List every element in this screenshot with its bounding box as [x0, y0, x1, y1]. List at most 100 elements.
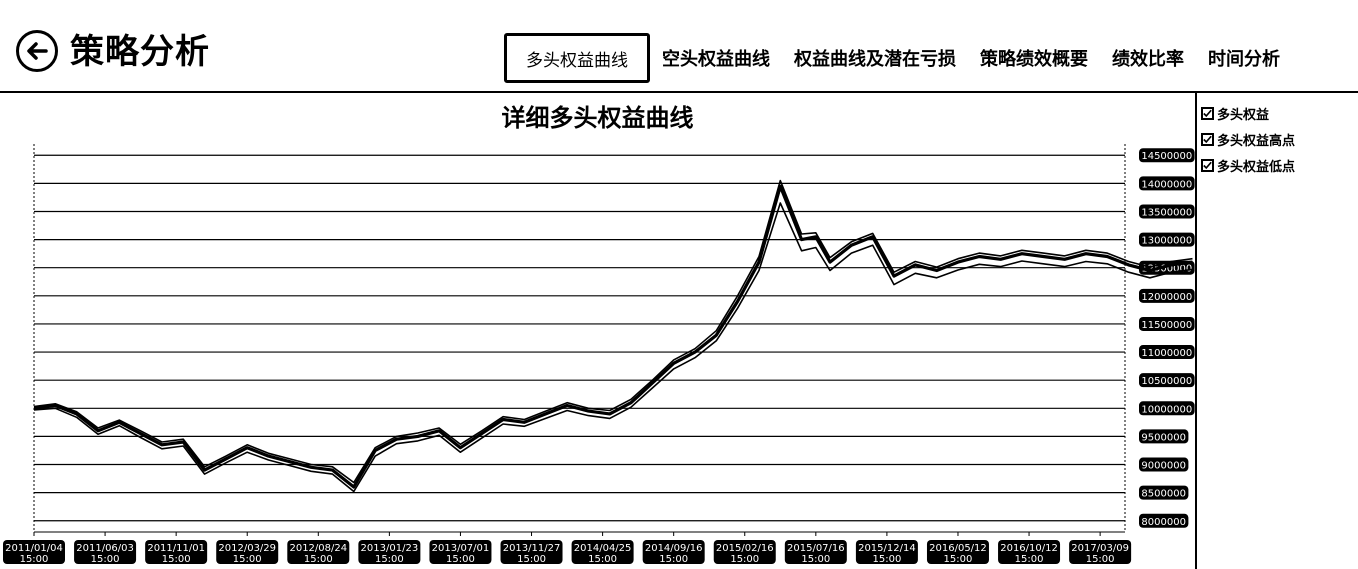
x-tick-label-time: 15:00 — [517, 554, 546, 565]
tab-long-equity-curve[interactable]: 多头权益曲线 — [504, 33, 650, 83]
y-tick-label-bg — [1139, 148, 1195, 163]
x-tick-label-date: 2015/12/14 — [858, 543, 916, 554]
x-tick-label-time: 15:00 — [20, 554, 49, 565]
y-tick-label: 10000000 — [1141, 404, 1192, 415]
y-tick-label: 8500000 — [1141, 489, 1186, 500]
y-tick-label-bg — [1139, 513, 1189, 528]
series-line-0 — [33, 184, 1193, 489]
y-tick-label-bg — [1139, 232, 1195, 247]
tab-bar: 多头权益曲线 空头权益曲线 权益曲线及潜在亏损 策略绩效概要 绩效比率 时间分析 — [504, 32, 1292, 84]
x-tick-label-time: 15:00 — [801, 554, 830, 565]
x-tick-label-time: 15:00 — [944, 554, 973, 565]
x-tick-label-time: 15:00 — [588, 554, 617, 565]
y-tick-label: 8000000 — [1141, 517, 1186, 528]
x-tick-label-time: 15:00 — [91, 554, 120, 565]
x-tick-label-bg — [429, 540, 492, 564]
y-tick-label: 9500000 — [1141, 432, 1186, 443]
x-tick-label-bg — [926, 540, 989, 564]
x-tick-label-date: 2013/07/01 — [432, 543, 490, 554]
x-tick-label-time: 15:00 — [304, 554, 333, 565]
x-tick-label-date: 2017/03/09 — [1071, 543, 1129, 554]
chart-title: 详细多头权益曲线 — [501, 104, 694, 132]
legend-label: 多头权益低点 — [1217, 159, 1296, 175]
y-tick-label: 9000000 — [1141, 461, 1186, 472]
x-tick-label-time: 15:00 — [375, 554, 404, 565]
y-tick-label: 14500000 — [1141, 151, 1192, 162]
series-line-2 — [33, 202, 1193, 493]
page-title: 策略分析 — [70, 32, 210, 72]
y-tick-label: 13000000 — [1141, 236, 1192, 247]
legend-item-long-equity[interactable]: 多头权益 — [1201, 100, 1295, 126]
legend-item-long-equity-high[interactable]: 多头权益高点 — [1201, 126, 1295, 152]
y-tick-label-bg — [1139, 373, 1195, 388]
x-tick-label-date: 2016/05/12 — [929, 543, 987, 554]
x-tick-label-time: 15:00 — [446, 554, 475, 565]
x-tick-label-date: 2011/06/03 — [76, 543, 134, 554]
header-divider — [0, 91, 1358, 93]
y-tick-label-bg — [1139, 288, 1195, 303]
x-tick-label-time: 15:00 — [233, 554, 262, 565]
x-tick-label-date: 2016/10/12 — [1000, 543, 1058, 554]
x-tick-label-bg — [216, 540, 279, 564]
y-tick-label: 13500000 — [1141, 207, 1192, 218]
legend-label: 多头权益高点 — [1217, 133, 1296, 149]
equity-chart: 8000000 8500000 9000000 9500000 10000000 1050… — [3, 144, 1195, 565]
checkbox[interactable] — [1201, 106, 1214, 120]
y-tick-label-bg — [1139, 316, 1195, 331]
x-tick-label-date: 2015/02/16 — [716, 543, 774, 554]
y-tick-label-bg — [1139, 457, 1189, 472]
x-tick-label-bg — [642, 540, 705, 564]
series-line-1 — [33, 179, 1193, 484]
y-tick-label: 12000000 — [1141, 292, 1192, 303]
x-tick-label-time: 15:00 — [162, 554, 191, 565]
checkmark-icon — [1203, 109, 1212, 117]
legend-item-long-equity-low[interactable]: 多头权益低点 — [1201, 152, 1295, 178]
x-tick-label-time: 15:00 — [730, 554, 759, 565]
tab-time-analysis[interactable]: 时间分析 — [1208, 49, 1280, 70]
y-tick-label-bg — [1139, 401, 1195, 416]
y-tick-label-bg — [1139, 429, 1189, 444]
tab-short-equity-curve[interactable]: 空头权益曲线 — [662, 49, 770, 70]
arrow-left-icon — [27, 42, 48, 60]
x-tick-label-bg — [145, 540, 208, 564]
x-tick-label-bg — [287, 540, 350, 564]
legend-divider — [1195, 92, 1197, 569]
x-tick-label-date: 2011/11/01 — [147, 543, 205, 554]
checkbox[interactable] — [1201, 158, 1214, 172]
x-tick-label-date: 2012/08/24 — [289, 543, 347, 554]
x-tick-label-bg — [1069, 540, 1132, 564]
x-tick-label-bg — [500, 540, 563, 564]
chart-legend: 多头权益 多头权益高点 多头权益低点 — [1201, 100, 1295, 178]
x-tick-label-date: 2012/03/29 — [218, 543, 276, 554]
y-tick-label: 10500000 — [1141, 376, 1192, 387]
x-tick-label-bg — [74, 540, 137, 564]
x-tick-label-bg — [571, 540, 634, 564]
x-tick-label-date: 2011/01/04 — [5, 543, 63, 554]
x-tick-label-time: 15:00 — [872, 554, 901, 565]
x-tick-label-time: 15:00 — [1015, 554, 1044, 565]
y-tick-label: 14000000 — [1141, 179, 1192, 190]
x-tick-label-bg — [998, 540, 1061, 564]
legend-label: 多头权益 — [1217, 107, 1270, 123]
x-tick-label-bg — [713, 540, 776, 564]
x-tick-label-date: 2014/04/25 — [574, 543, 632, 554]
header: 策略分析 多头权益曲线 空头权益曲线 权益曲线及潜在亏损 策略绩效概要 绩效比率… — [0, 0, 1358, 92]
y-tick-label-bg — [1139, 485, 1189, 500]
x-tick-label-time: 15:00 — [659, 554, 688, 565]
checkmark-icon — [1203, 161, 1212, 169]
x-tick-label-date: 2014/09/16 — [645, 543, 703, 554]
x-tick-label-bg — [855, 540, 918, 564]
tab-performance-summary[interactable]: 策略绩效概要 — [980, 49, 1088, 70]
x-tick-label-bg — [3, 540, 65, 564]
back-button[interactable] — [16, 30, 58, 72]
tab-performance-ratios[interactable]: 绩效比率 — [1112, 49, 1184, 70]
y-tick-label-bg — [1139, 176, 1195, 191]
y-tick-label: 12500000 — [1141, 264, 1192, 275]
checkbox[interactable] — [1201, 132, 1214, 146]
checkmark-icon — [1203, 135, 1212, 143]
x-tick-label-time: 15:00 — [1086, 554, 1115, 565]
x-tick-label-date: 2013/11/27 — [503, 543, 561, 554]
x-tick-label-bg — [358, 540, 421, 564]
tab-equity-curve-potential-loss[interactable]: 权益曲线及潜在亏损 — [794, 49, 956, 70]
y-tick-label: 11000000 — [1141, 348, 1192, 359]
